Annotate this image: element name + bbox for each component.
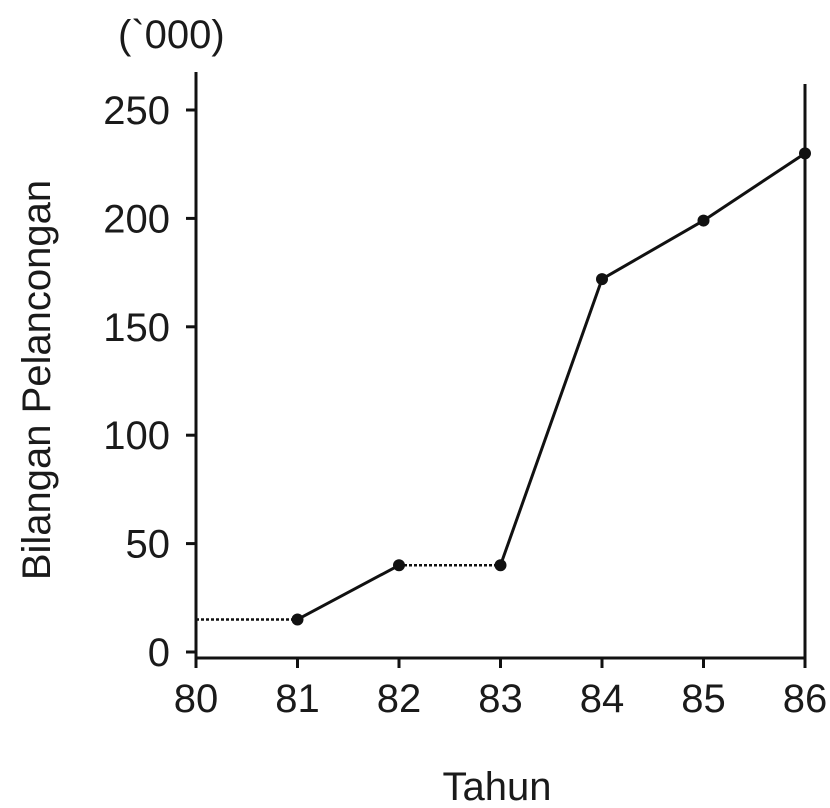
- x-tick-label: 86: [783, 677, 828, 721]
- data-point: [799, 147, 811, 160]
- y-tick-label: 250: [103, 89, 170, 133]
- x-axis-ticks: 80 81 82 83 84 85 86: [174, 658, 828, 721]
- data-point: [291, 613, 304, 626]
- series-segment: [601, 219, 705, 281]
- series-segment: [499, 278, 604, 566]
- data-point: [494, 559, 507, 572]
- data-point: [697, 214, 710, 227]
- series-group: [196, 147, 811, 626]
- y-tick-label: 100: [103, 414, 170, 458]
- x-tick-label: 80: [174, 677, 219, 721]
- y-tick-label: 0: [148, 631, 170, 675]
- y-axis-title: Bilangan Pelancongan: [15, 180, 59, 580]
- x-tick-label: 82: [377, 677, 422, 721]
- data-point: [393, 559, 405, 572]
- x-axis-title: Tahun: [443, 765, 552, 808]
- x-tick-label: 81: [275, 677, 320, 721]
- x-tick-label: 83: [478, 677, 523, 721]
- series-segment: [296, 563, 400, 621]
- data-point: [596, 273, 608, 286]
- series-segment: [702, 152, 806, 222]
- y-tick-label: 150: [103, 306, 170, 350]
- y-axis-unit-label: (`000): [118, 13, 225, 57]
- x-tick-label: 85: [681, 677, 726, 721]
- y-axis-ticks: 0 50 100 150 200 250: [103, 89, 196, 675]
- x-tick-label: 84: [580, 677, 625, 721]
- y-tick-label: 200: [103, 197, 170, 241]
- y-tick-label: 50: [126, 523, 171, 567]
